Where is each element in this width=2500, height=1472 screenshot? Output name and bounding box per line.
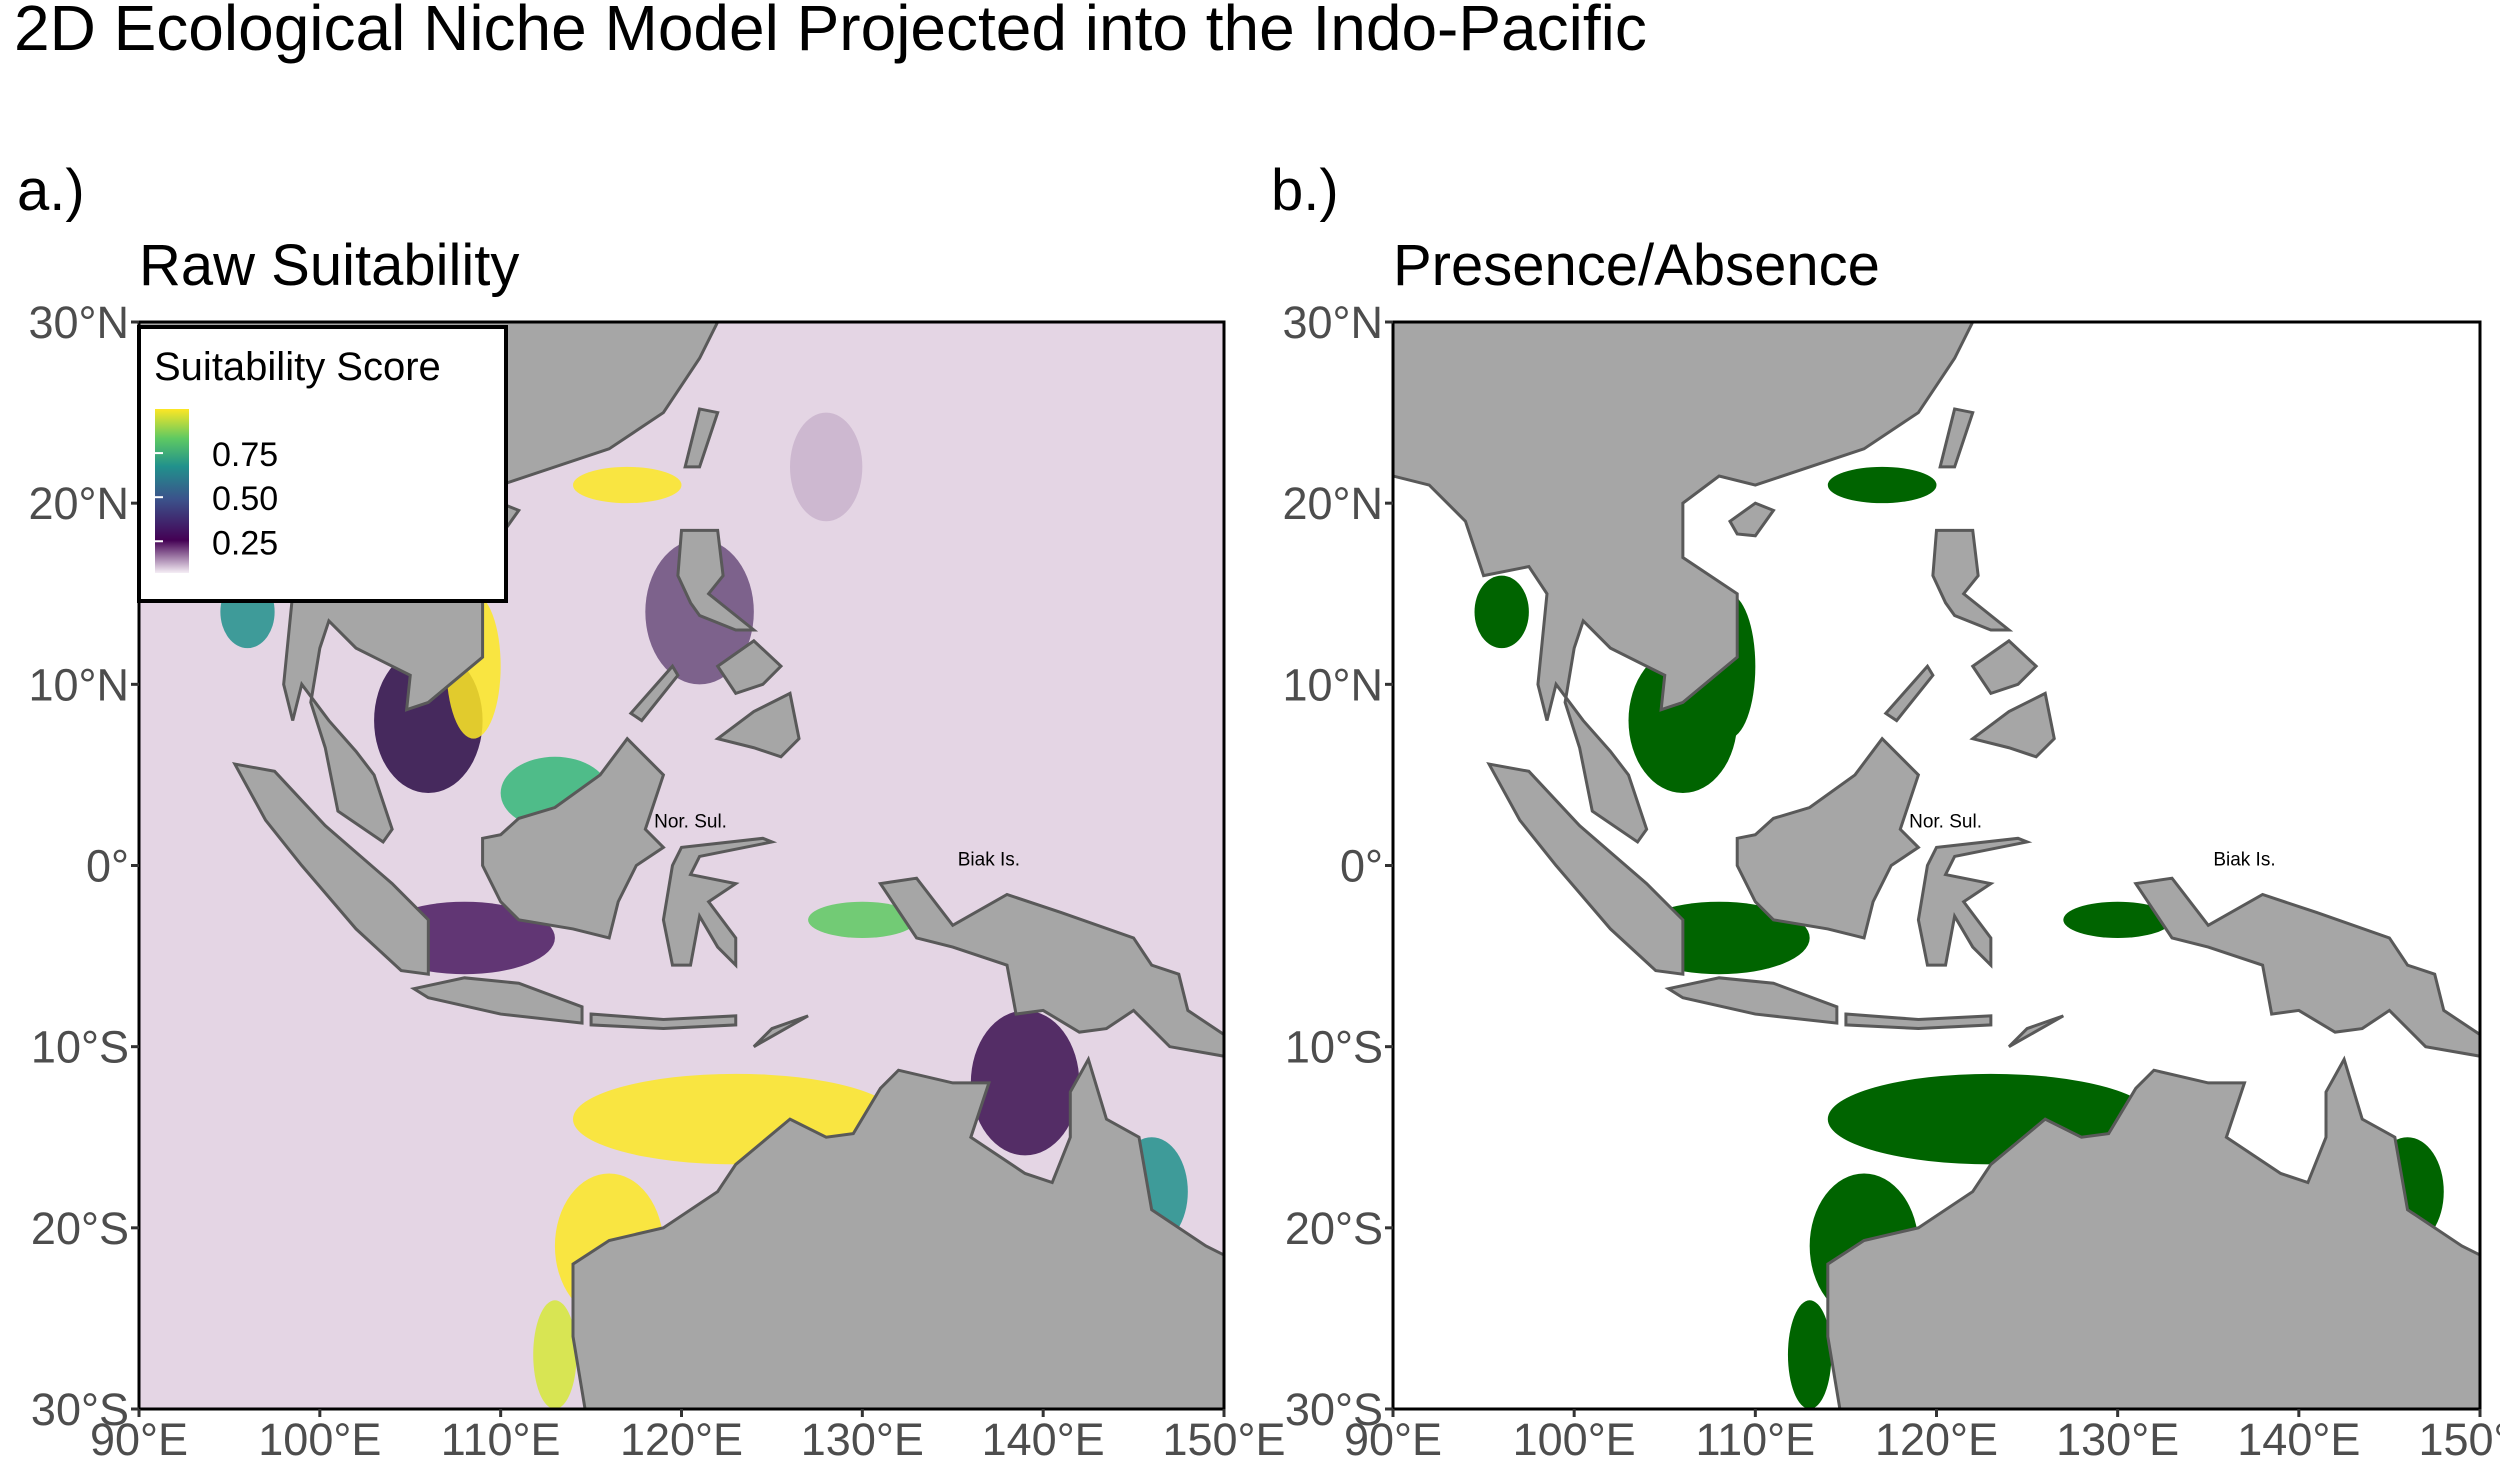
land [683,407,720,469]
legend-title: Suitability Score [154,345,441,389]
x-tick-label: 120°E [620,1414,743,1465]
figure-title: 2D Ecological Niche Model Projected into… [14,0,1647,64]
habitat [790,412,863,522]
y-tick-label: 10°N [1282,659,1383,710]
habitat [1827,466,1937,504]
x-tick-label: 140°E [2237,1414,2360,1465]
annotation: Biak Is. [2213,850,2275,871]
land [714,691,801,759]
land [715,638,784,696]
x-tick-label: 110°E [441,1414,561,1465]
land [1970,638,2039,696]
legend-colorbar [155,409,189,573]
land [1938,407,1975,469]
x-tick-label: 150°E [1162,1414,1285,1465]
x-tick-label: 90°E [1344,1414,1442,1465]
x-tick-label: 100°E [1513,1414,1636,1465]
y-tick-label: 10°S [31,1022,129,1073]
y-tick-label: 30°N [28,297,129,348]
y-tick-label: 30°N [1282,297,1383,348]
legend-tick-label: 0.50 [212,480,278,518]
panel-subtitle: Raw Suitability [139,233,519,298]
land [1844,1012,1993,1031]
legend-box [137,325,508,603]
land [571,1055,1224,1409]
y-tick-label: 0° [1340,841,1383,892]
land [589,1012,738,1031]
land [1883,663,1935,723]
panel-label: b.) [1271,158,1339,223]
land [752,1014,809,1048]
land [877,876,1224,1058]
land [2133,876,2480,1058]
land [1393,322,1975,845]
panel-label: a.) [17,158,85,223]
x-tick-label: 140°E [982,1414,1105,1465]
land [409,976,584,1025]
y-tick-label: 10°N [28,659,129,710]
annotation: Nor. Sul. [654,811,727,832]
y-tick-label: 20°N [1282,478,1383,529]
land [1727,501,1776,538]
habitat [970,1010,1080,1156]
habitat [2063,901,2173,938]
habitat [533,1300,577,1409]
y-tick-label: 0° [86,841,129,892]
y-tick-label: 20°S [1285,1203,1383,1254]
y-tick-label: 30°S [31,1384,129,1435]
land [232,762,430,976]
land [1931,528,2014,632]
habitat [573,466,682,504]
land [628,663,680,723]
land [661,836,778,969]
x-tick-label: 130°E [801,1414,924,1465]
x-tick-label: 150°E [2418,1414,2500,1465]
land [1664,976,1839,1025]
x-tick-label: 130°E [2056,1414,2179,1465]
land [1826,1055,2480,1409]
x-tick-label: 120°E [1875,1414,1998,1465]
annotation: Biak Is. [958,850,1020,871]
habitat [1474,575,1529,649]
land [2007,1014,2065,1048]
land [676,528,759,632]
x-tick-label: 110°E [1695,1414,1815,1465]
land [1735,736,1921,940]
land [1969,691,2056,759]
habitat [1787,1300,1832,1409]
y-tick-label: 30°S [1285,1384,1383,1435]
land [1916,836,2033,969]
y-tick-label: 20°S [31,1203,129,1254]
x-tick-label: 100°E [258,1414,381,1465]
legend-tick-label: 0.75 [212,436,278,474]
annotation: Nor. Sul. [1909,811,1982,832]
panel-subtitle: Presence/Absence [1393,233,1880,298]
x-tick-label: 90°E [90,1414,188,1465]
legend-tick-label: 0.25 [212,524,278,562]
y-tick-label: 10°S [1285,1022,1383,1073]
y-tick-label: 20°N [28,478,129,529]
map [1393,322,2480,1409]
land [481,736,666,940]
land [1486,762,1685,976]
habitat [808,901,917,938]
